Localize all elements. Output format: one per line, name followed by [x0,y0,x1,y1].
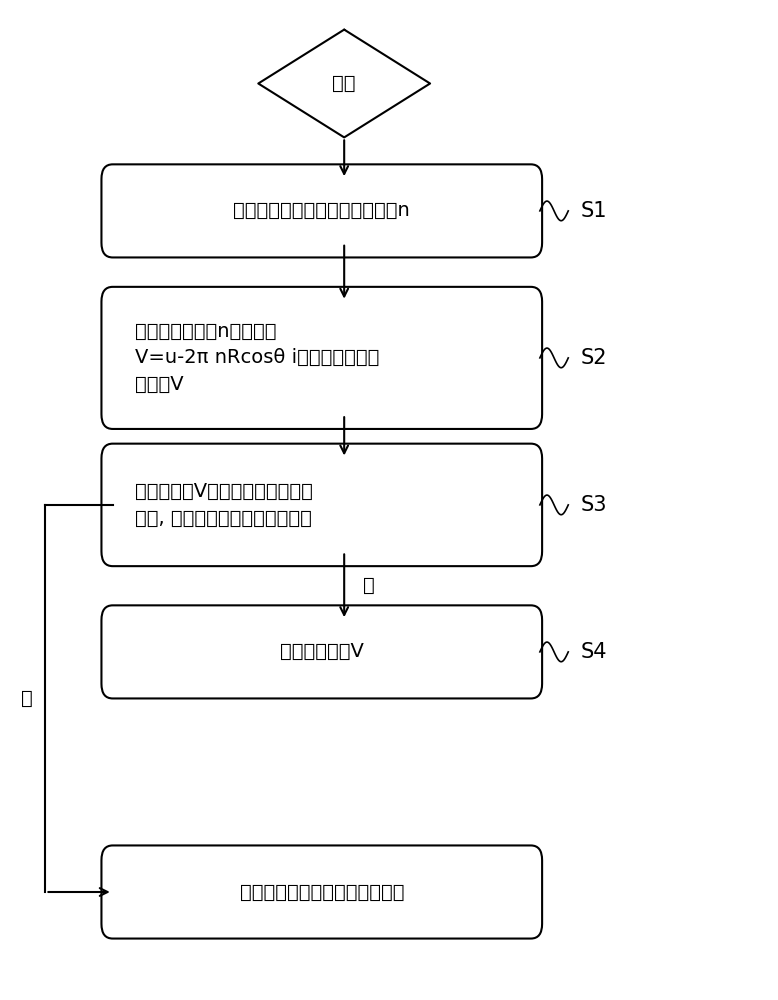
Text: 是: 是 [363,576,375,595]
Text: S2: S2 [581,348,608,368]
Text: 根据收到的转速n以及公式
V=u-2π nRcosθ i完成计算得出烟
气流速V: 根据收到的转速n以及公式 V=u-2π nRcosθ i完成计算得出烟 气流速V [135,322,380,394]
Text: 显示烟气流速V: 显示烟气流速V [280,642,364,661]
Text: 否: 否 [21,689,33,708]
Text: 开始: 开始 [332,74,356,93]
FancyBboxPatch shape [101,287,542,429]
Text: 接收转速测定装置所测定的转速n: 接收转速测定装置所测定的转速n [233,201,410,220]
Text: S1: S1 [581,201,608,221]
Text: 则发出警示信息并发出蜂鸣警报: 则发出警示信息并发出蜂鸣警报 [240,882,404,902]
FancyBboxPatch shape [101,845,542,939]
Text: S3: S3 [581,495,608,515]
FancyBboxPatch shape [101,444,542,566]
FancyBboxPatch shape [101,164,542,257]
Text: 对烟气流速V进行分析并得出比对
结果, 并与预设阈值比对是否超出: 对烟气流速V进行分析并得出比对 结果, 并与预设阈值比对是否超出 [135,482,313,528]
FancyBboxPatch shape [101,605,542,698]
Text: S4: S4 [581,642,608,662]
